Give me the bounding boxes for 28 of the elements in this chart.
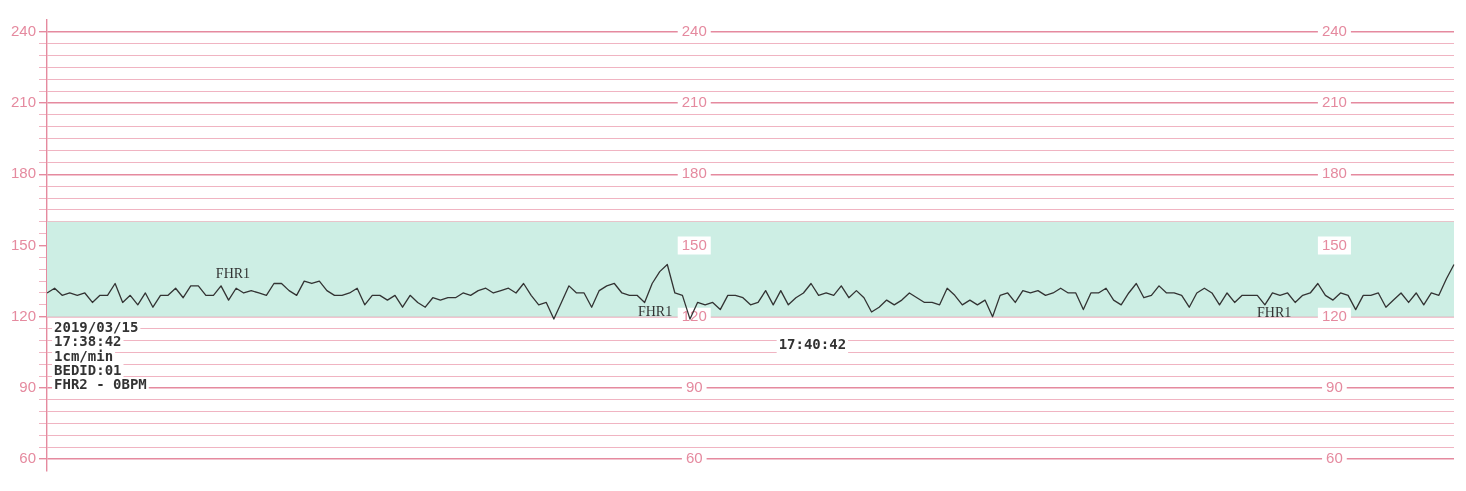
annotation: 17:38:42 [54, 333, 122, 350]
y-tick-label: 240 [11, 22, 37, 40]
text: 150 [1321, 235, 1347, 253]
text: 240 [1321, 22, 1347, 40]
text: 210 [1321, 93, 1347, 111]
y-tick-label: 60 [19, 449, 37, 467]
annotation: 1cm/min [54, 347, 114, 364]
text: 60 [685, 449, 703, 467]
text: 240 [681, 22, 707, 40]
text: 210 [681, 93, 707, 111]
annotation: FHR1 [215, 265, 251, 281]
y-tick-label: 210 [11, 93, 37, 111]
annotation: FHR1 [637, 303, 673, 319]
text: 90 [685, 378, 703, 396]
annotation: 2019/03/15 [54, 319, 139, 336]
annotation: 17:40:42 [778, 335, 847, 352]
text: 120 [1321, 306, 1347, 324]
text: 90 [1326, 378, 1343, 396]
annotation: FHR1 [1257, 304, 1292, 320]
text: 150 [681, 235, 707, 253]
text: 60 [1326, 449, 1343, 467]
text: 180 [681, 164, 707, 182]
annotation: FHR2 - 0BPM [54, 376, 147, 393]
y-tick-label: 150 [11, 235, 37, 253]
y-tick-label: 180 [11, 164, 37, 182]
text: 180 [1321, 164, 1347, 182]
y-tick-label: 120 [11, 306, 37, 324]
y-tick-label: 90 [19, 378, 37, 396]
